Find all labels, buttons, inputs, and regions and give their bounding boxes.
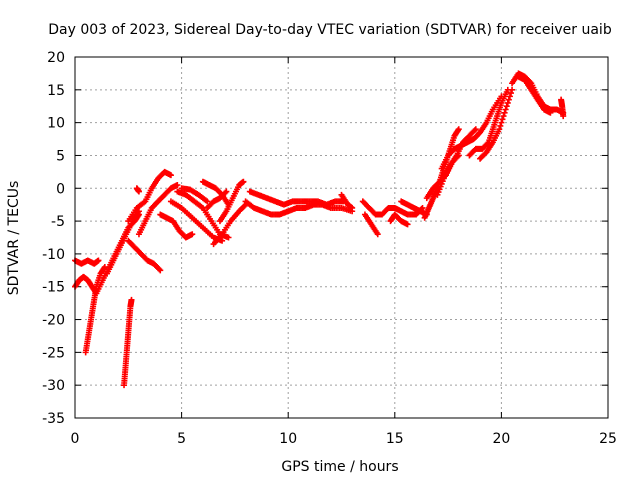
data-point xyxy=(503,103,510,110)
x-tick-label: 25 xyxy=(599,431,617,447)
y-tick-label: 5 xyxy=(56,148,65,164)
data-point xyxy=(504,99,511,106)
plot-frame xyxy=(74,56,609,419)
data-point xyxy=(404,221,411,228)
data-point xyxy=(455,126,462,133)
y-tick-label: -20 xyxy=(42,313,65,329)
y-tick-label: -10 xyxy=(42,247,65,263)
y-tick-label: 10 xyxy=(47,116,65,132)
grid-layer xyxy=(75,57,608,418)
data-point xyxy=(507,90,514,97)
data-point xyxy=(135,188,142,195)
data-point xyxy=(128,296,135,303)
data-point xyxy=(189,231,196,238)
series-track-f xyxy=(121,296,135,389)
data-point xyxy=(156,266,163,273)
x-axis-label: GPS time / hours xyxy=(281,459,398,475)
series-track-ad xyxy=(466,86,511,159)
data-point xyxy=(95,257,102,264)
series-track-w xyxy=(361,211,381,238)
y-tick-label: 15 xyxy=(47,83,65,99)
data-point xyxy=(505,96,512,103)
series-track-x xyxy=(398,198,430,218)
series-track-h xyxy=(125,237,164,274)
data-point xyxy=(241,202,248,209)
x-tick-label: 5 xyxy=(177,431,186,447)
y-tick-label: -25 xyxy=(42,345,65,361)
data-point xyxy=(497,122,504,129)
series-track-k xyxy=(157,211,196,241)
y-tick-label: 0 xyxy=(56,181,65,197)
data-point xyxy=(374,231,381,238)
chart-title: Day 003 of 2023, Sidereal Day-to-day VTE… xyxy=(48,22,612,38)
y-tick-label: -5 xyxy=(51,214,65,230)
data-point xyxy=(225,234,232,241)
series-track-n xyxy=(178,185,211,205)
data-point xyxy=(560,113,567,120)
data-point xyxy=(498,119,505,126)
data-point xyxy=(501,109,508,116)
series-track-t xyxy=(246,188,347,208)
x-tick-label: 0 xyxy=(71,431,80,447)
series-track-e xyxy=(103,208,142,277)
data-point xyxy=(174,181,181,188)
series-track-z xyxy=(421,126,462,221)
data-point xyxy=(547,109,554,116)
series-track-y xyxy=(387,211,411,228)
series-track-ah xyxy=(558,96,567,120)
series-track-ae xyxy=(477,86,516,162)
data-point xyxy=(502,106,509,113)
data-point xyxy=(349,204,356,211)
data-layer xyxy=(72,70,567,389)
data-point xyxy=(167,172,174,179)
x-tick-label: 10 xyxy=(279,431,297,447)
series-track-j xyxy=(135,181,181,238)
data-point xyxy=(219,237,226,244)
data-point xyxy=(223,188,230,195)
data-point xyxy=(472,126,479,133)
data-point xyxy=(240,178,247,185)
data-point xyxy=(499,116,506,123)
data-point xyxy=(506,93,513,100)
x-tick-label: 20 xyxy=(492,431,510,447)
y-tick-label: -35 xyxy=(42,411,65,427)
data-point xyxy=(222,189,229,196)
y-tick-label: -15 xyxy=(42,280,65,296)
series-track-q xyxy=(216,178,247,225)
series-track-i xyxy=(125,168,174,225)
y-axis-label: SDTVAR / TECUs xyxy=(6,181,22,296)
data-point xyxy=(471,127,478,134)
y-tick-label: 20 xyxy=(47,50,65,66)
series-track-u xyxy=(338,191,356,211)
data-point xyxy=(500,113,507,120)
tick-layer: 0 5 10 15 20 25 -35 -30 -25 -20 -15 -10 -5 0 5 10 15 20 xyxy=(42,50,617,447)
data-point xyxy=(496,126,503,133)
series-track-ag xyxy=(515,73,554,116)
series-track-a xyxy=(72,257,102,267)
data-point xyxy=(509,86,516,93)
x-tick-label: 15 xyxy=(386,431,404,447)
data-point xyxy=(157,267,164,274)
series-track-g xyxy=(133,185,142,195)
series-track-p xyxy=(199,178,232,208)
y-tick-label: -30 xyxy=(42,378,65,394)
data-point xyxy=(204,198,211,205)
series-track-ac xyxy=(438,93,505,172)
series-track-r xyxy=(210,201,249,248)
